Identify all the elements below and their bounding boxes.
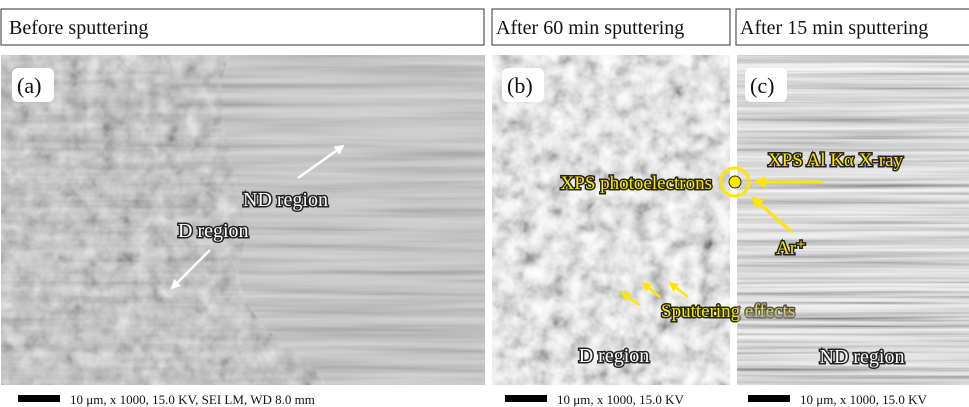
- sem-image: [737, 55, 969, 385]
- label-box: [502, 68, 544, 102]
- arrow: [751, 196, 793, 234]
- sem-image: [492, 55, 730, 385]
- scale-bar: [505, 395, 547, 402]
- target-dot: [728, 175, 742, 189]
- annotation: XPS photoelectrons: [561, 173, 712, 194]
- annotation: XPS Al Kα X-ray: [768, 150, 904, 171]
- annotation: Ar⁺: [776, 238, 806, 259]
- annotation: ND region: [820, 346, 905, 368]
- panel-label: (c): [750, 73, 774, 98]
- header-box: [735, 8, 969, 46]
- header-box: [491, 8, 731, 46]
- label-box: [745, 68, 787, 102]
- header-box: [0, 8, 485, 46]
- panel-header: After 15 min sputtering: [740, 17, 928, 39]
- panel-header: Before sputtering: [9, 17, 148, 39]
- arrow: [641, 281, 661, 298]
- panel-label: (b): [507, 73, 533, 98]
- annotation: D region: [579, 345, 650, 367]
- scale-text: 10 μm, x 1000, 15.0 KV, SEI LM, WD 8.0 m…: [70, 392, 315, 407]
- annotation: ND region: [243, 189, 328, 211]
- arrow: [620, 291, 641, 307]
- scale-text: 10 μm, x 1000, 15.0 KV: [557, 392, 684, 407]
- label-box: [12, 68, 54, 102]
- scale-bar: [18, 395, 60, 402]
- arrow: [297, 144, 345, 180]
- arrow: [170, 249, 211, 290]
- scale-bar: [748, 395, 790, 402]
- arrow: [668, 281, 689, 298]
- panel-header: After 60 min sputtering: [496, 17, 684, 39]
- scale-text: 10 μm, x 1000, 15.0 KV: [800, 392, 927, 407]
- annotation: D region: [178, 220, 249, 242]
- panel-label: (a): [17, 73, 41, 98]
- target-ring: [719, 166, 751, 198]
